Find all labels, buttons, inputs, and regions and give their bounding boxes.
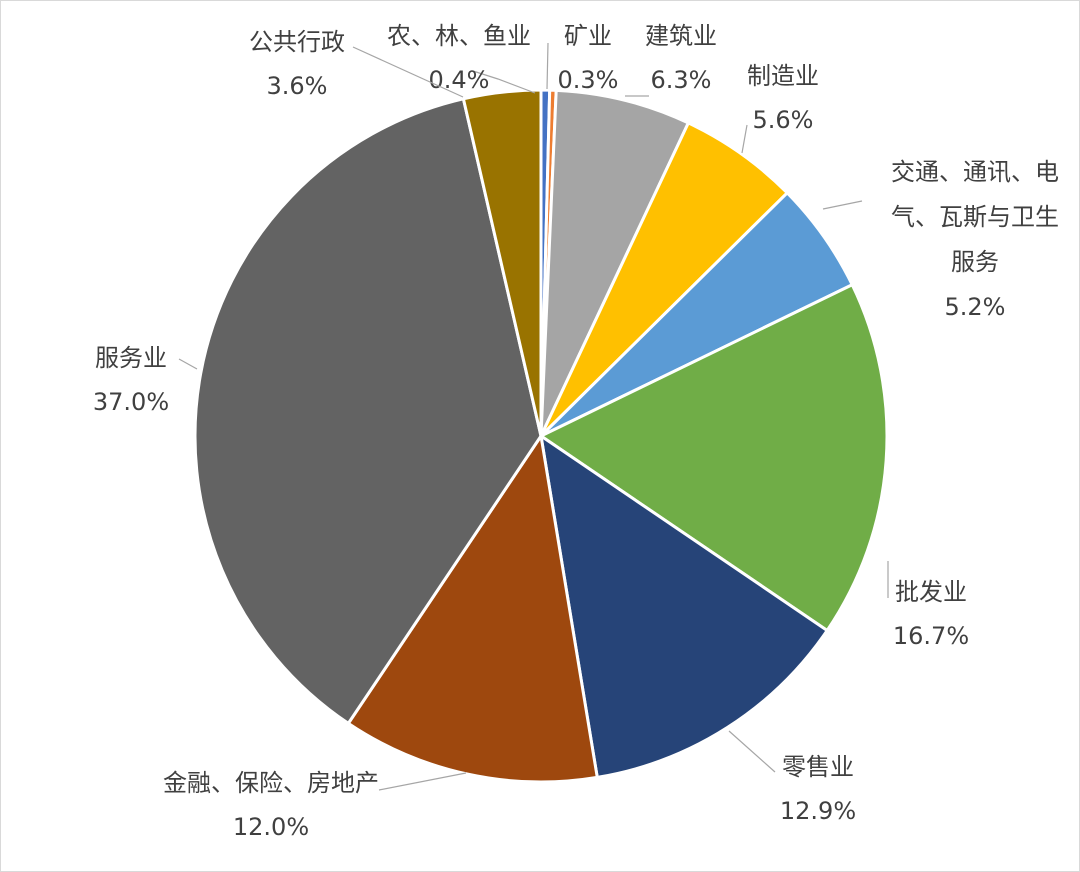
pie-slice-8 (346, 434, 599, 784)
leader-line-1 (472, 70, 536, 94)
pie-slice-10 (461, 88, 543, 438)
category-label-10: 公共行政 (249, 28, 345, 56)
value-label-4: 5.6% (753, 106, 814, 134)
leader-line-10 (352, 46, 464, 98)
category-label-2: 矿业 (564, 22, 612, 50)
pie-slice-7 (539, 434, 829, 779)
category-label-6: 批发业 (895, 578, 967, 606)
pie-slice-3 (539, 88, 690, 438)
value-label-1: 0.4% (429, 66, 490, 94)
value-label-10: 3.6% (267, 72, 328, 100)
leader-line-8 (378, 772, 467, 791)
leader-line-2 (546, 42, 549, 90)
category-label-4: 制造业 (747, 62, 819, 90)
leader-line-5 (822, 200, 863, 210)
category-label-1: 农、林、鱼业 (387, 22, 531, 50)
category-label-3: 建筑业 (645, 22, 717, 50)
pie-slice-9 (193, 97, 543, 725)
value-label-3: 6.3% (651, 66, 712, 94)
leader-line-7 (728, 730, 776, 773)
category-label-5-line-3: 服务 (951, 248, 999, 276)
category-label-5-line-1: 交通、通讯、电 (891, 158, 1059, 186)
value-label-7: 12.9% (780, 797, 856, 825)
value-label-9: 37.0% (93, 388, 169, 416)
category-label-8: 金融、保险、房地产 (163, 769, 379, 797)
category-label-5-line-2: 气、瓦斯与卫生 (891, 203, 1059, 231)
value-label-5: 5.2% (945, 293, 1006, 321)
category-label-9: 服务业 (95, 344, 167, 372)
pie-slice-6 (539, 283, 889, 632)
leader-line-9 (178, 358, 198, 370)
category-label-7: 零售业 (782, 753, 854, 781)
value-label-2: 0.3% (558, 66, 619, 94)
leader-line-4 (741, 124, 748, 154)
value-label-8: 12.0% (233, 813, 309, 841)
value-label-6: 16.7% (893, 622, 969, 650)
